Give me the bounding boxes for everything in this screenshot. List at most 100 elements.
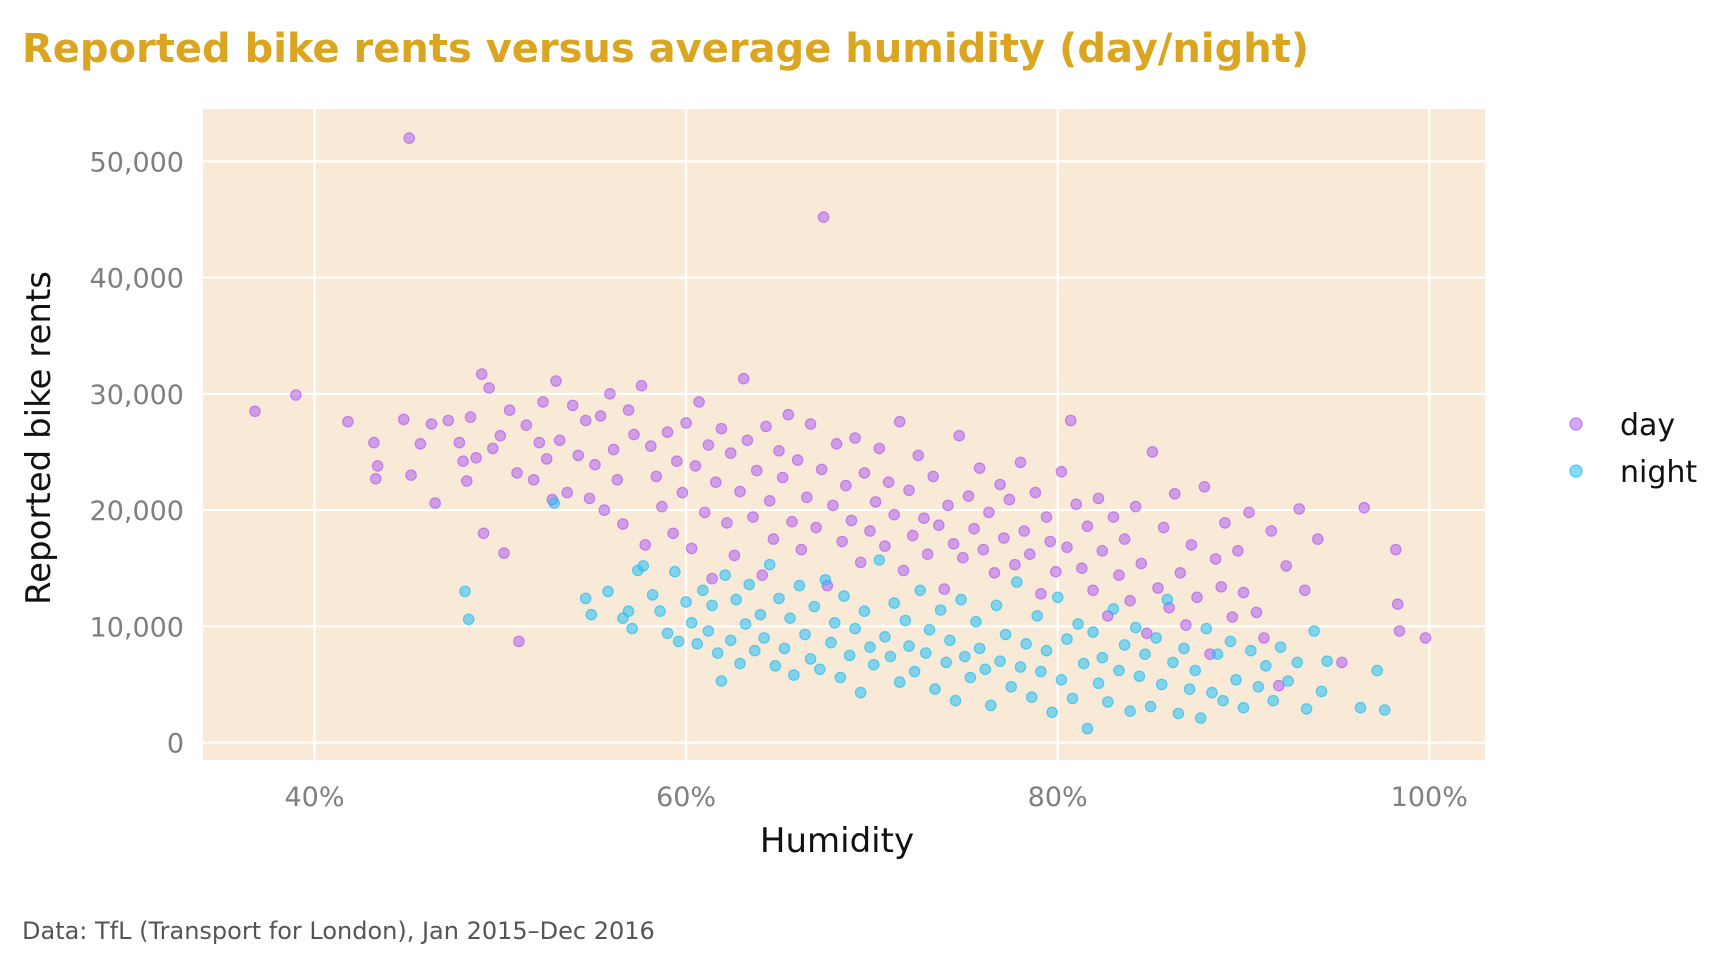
point-night — [602, 585, 614, 598]
point-night — [585, 608, 598, 621]
point-night — [696, 584, 709, 597]
point-day — [1003, 493, 1016, 506]
point-day — [750, 464, 763, 477]
point-day — [494, 429, 507, 442]
point-day — [1273, 679, 1285, 692]
point-day — [918, 512, 930, 524]
point-night — [919, 647, 932, 659]
point-day — [791, 454, 804, 466]
point-night — [719, 569, 731, 581]
y-tick-label: 0 — [167, 729, 184, 760]
legend: day night — [1569, 408, 1697, 490]
point-day — [724, 447, 737, 459]
point-night — [1066, 692, 1079, 705]
point-night — [1118, 639, 1131, 651]
point-night — [893, 676, 906, 688]
point-night — [1167, 656, 1179, 669]
point-night — [908, 665, 921, 678]
point-night — [1014, 661, 1027, 673]
point-night — [819, 573, 832, 586]
point-night — [691, 637, 703, 650]
point-night — [1010, 576, 1023, 588]
point-day — [429, 497, 441, 509]
point-night — [654, 605, 666, 617]
x-tick-label: 100% — [1391, 782, 1468, 813]
point-night — [1237, 701, 1250, 714]
point-night — [734, 657, 746, 670]
point-day — [1219, 517, 1231, 529]
point-day — [879, 540, 891, 552]
point-day — [635, 379, 648, 392]
point-day — [836, 535, 848, 548]
point-day — [997, 532, 1010, 544]
point-night — [984, 699, 997, 712]
point-day — [1168, 487, 1181, 500]
point-night — [1300, 703, 1313, 715]
point-night — [929, 683, 941, 695]
point-day — [1280, 560, 1292, 572]
point-day — [611, 473, 624, 486]
point-night — [854, 686, 867, 699]
point-night — [923, 623, 936, 636]
point-day — [932, 519, 945, 531]
legend-key-night — [1569, 464, 1583, 478]
point-day — [858, 467, 871, 479]
point-night — [793, 579, 806, 592]
point-night — [973, 642, 986, 655]
point-day — [1419, 632, 1432, 644]
point-day — [579, 414, 592, 427]
point-day — [685, 542, 698, 555]
point-day — [1293, 503, 1305, 515]
point-day — [1198, 480, 1211, 493]
point-night — [1072, 618, 1084, 630]
point-day — [893, 415, 906, 428]
point-night — [669, 565, 681, 578]
point-day — [425, 418, 438, 430]
point-day — [503, 404, 516, 416]
point-night — [834, 671, 847, 684]
point-day — [1215, 580, 1227, 593]
point-day — [520, 419, 533, 431]
x-tick-label: 40% — [284, 782, 344, 813]
point-night — [1274, 641, 1287, 653]
point-night — [813, 663, 826, 676]
point-day — [457, 455, 469, 467]
point-day — [782, 408, 795, 421]
point-night — [1161, 593, 1174, 606]
point-day — [617, 518, 629, 530]
point-night — [999, 628, 1012, 641]
point-day — [888, 508, 900, 521]
point-night — [1211, 648, 1224, 660]
point-day — [513, 635, 525, 648]
plot-panel — [203, 109, 1485, 760]
point-day — [475, 368, 488, 380]
point-night — [661, 627, 674, 640]
legend-key-day — [1569, 417, 1583, 431]
point-day — [405, 469, 417, 481]
point-day — [1018, 525, 1030, 537]
point-day — [1180, 619, 1192, 631]
point-day — [706, 572, 718, 585]
legend-label-day: day — [1620, 408, 1675, 443]
point-day — [1336, 656, 1348, 669]
point-night — [1102, 696, 1114, 708]
point-day — [1152, 582, 1164, 594]
point-day — [1061, 541, 1073, 554]
point-night — [914, 584, 926, 597]
point-night — [843, 649, 856, 662]
point-day — [527, 473, 540, 486]
point-day — [1124, 594, 1136, 607]
point-night — [758, 632, 770, 644]
point-night — [685, 616, 698, 629]
point-night — [804, 653, 817, 665]
point-night — [1267, 694, 1279, 707]
point-day — [397, 413, 410, 426]
point-day — [912, 449, 925, 462]
point-day — [957, 551, 969, 564]
point-night — [1031, 610, 1043, 622]
point-day — [1358, 501, 1370, 514]
point-night — [879, 630, 891, 643]
point-night — [838, 590, 850, 602]
point-night — [1005, 680, 1017, 693]
point-day — [721, 517, 733, 529]
